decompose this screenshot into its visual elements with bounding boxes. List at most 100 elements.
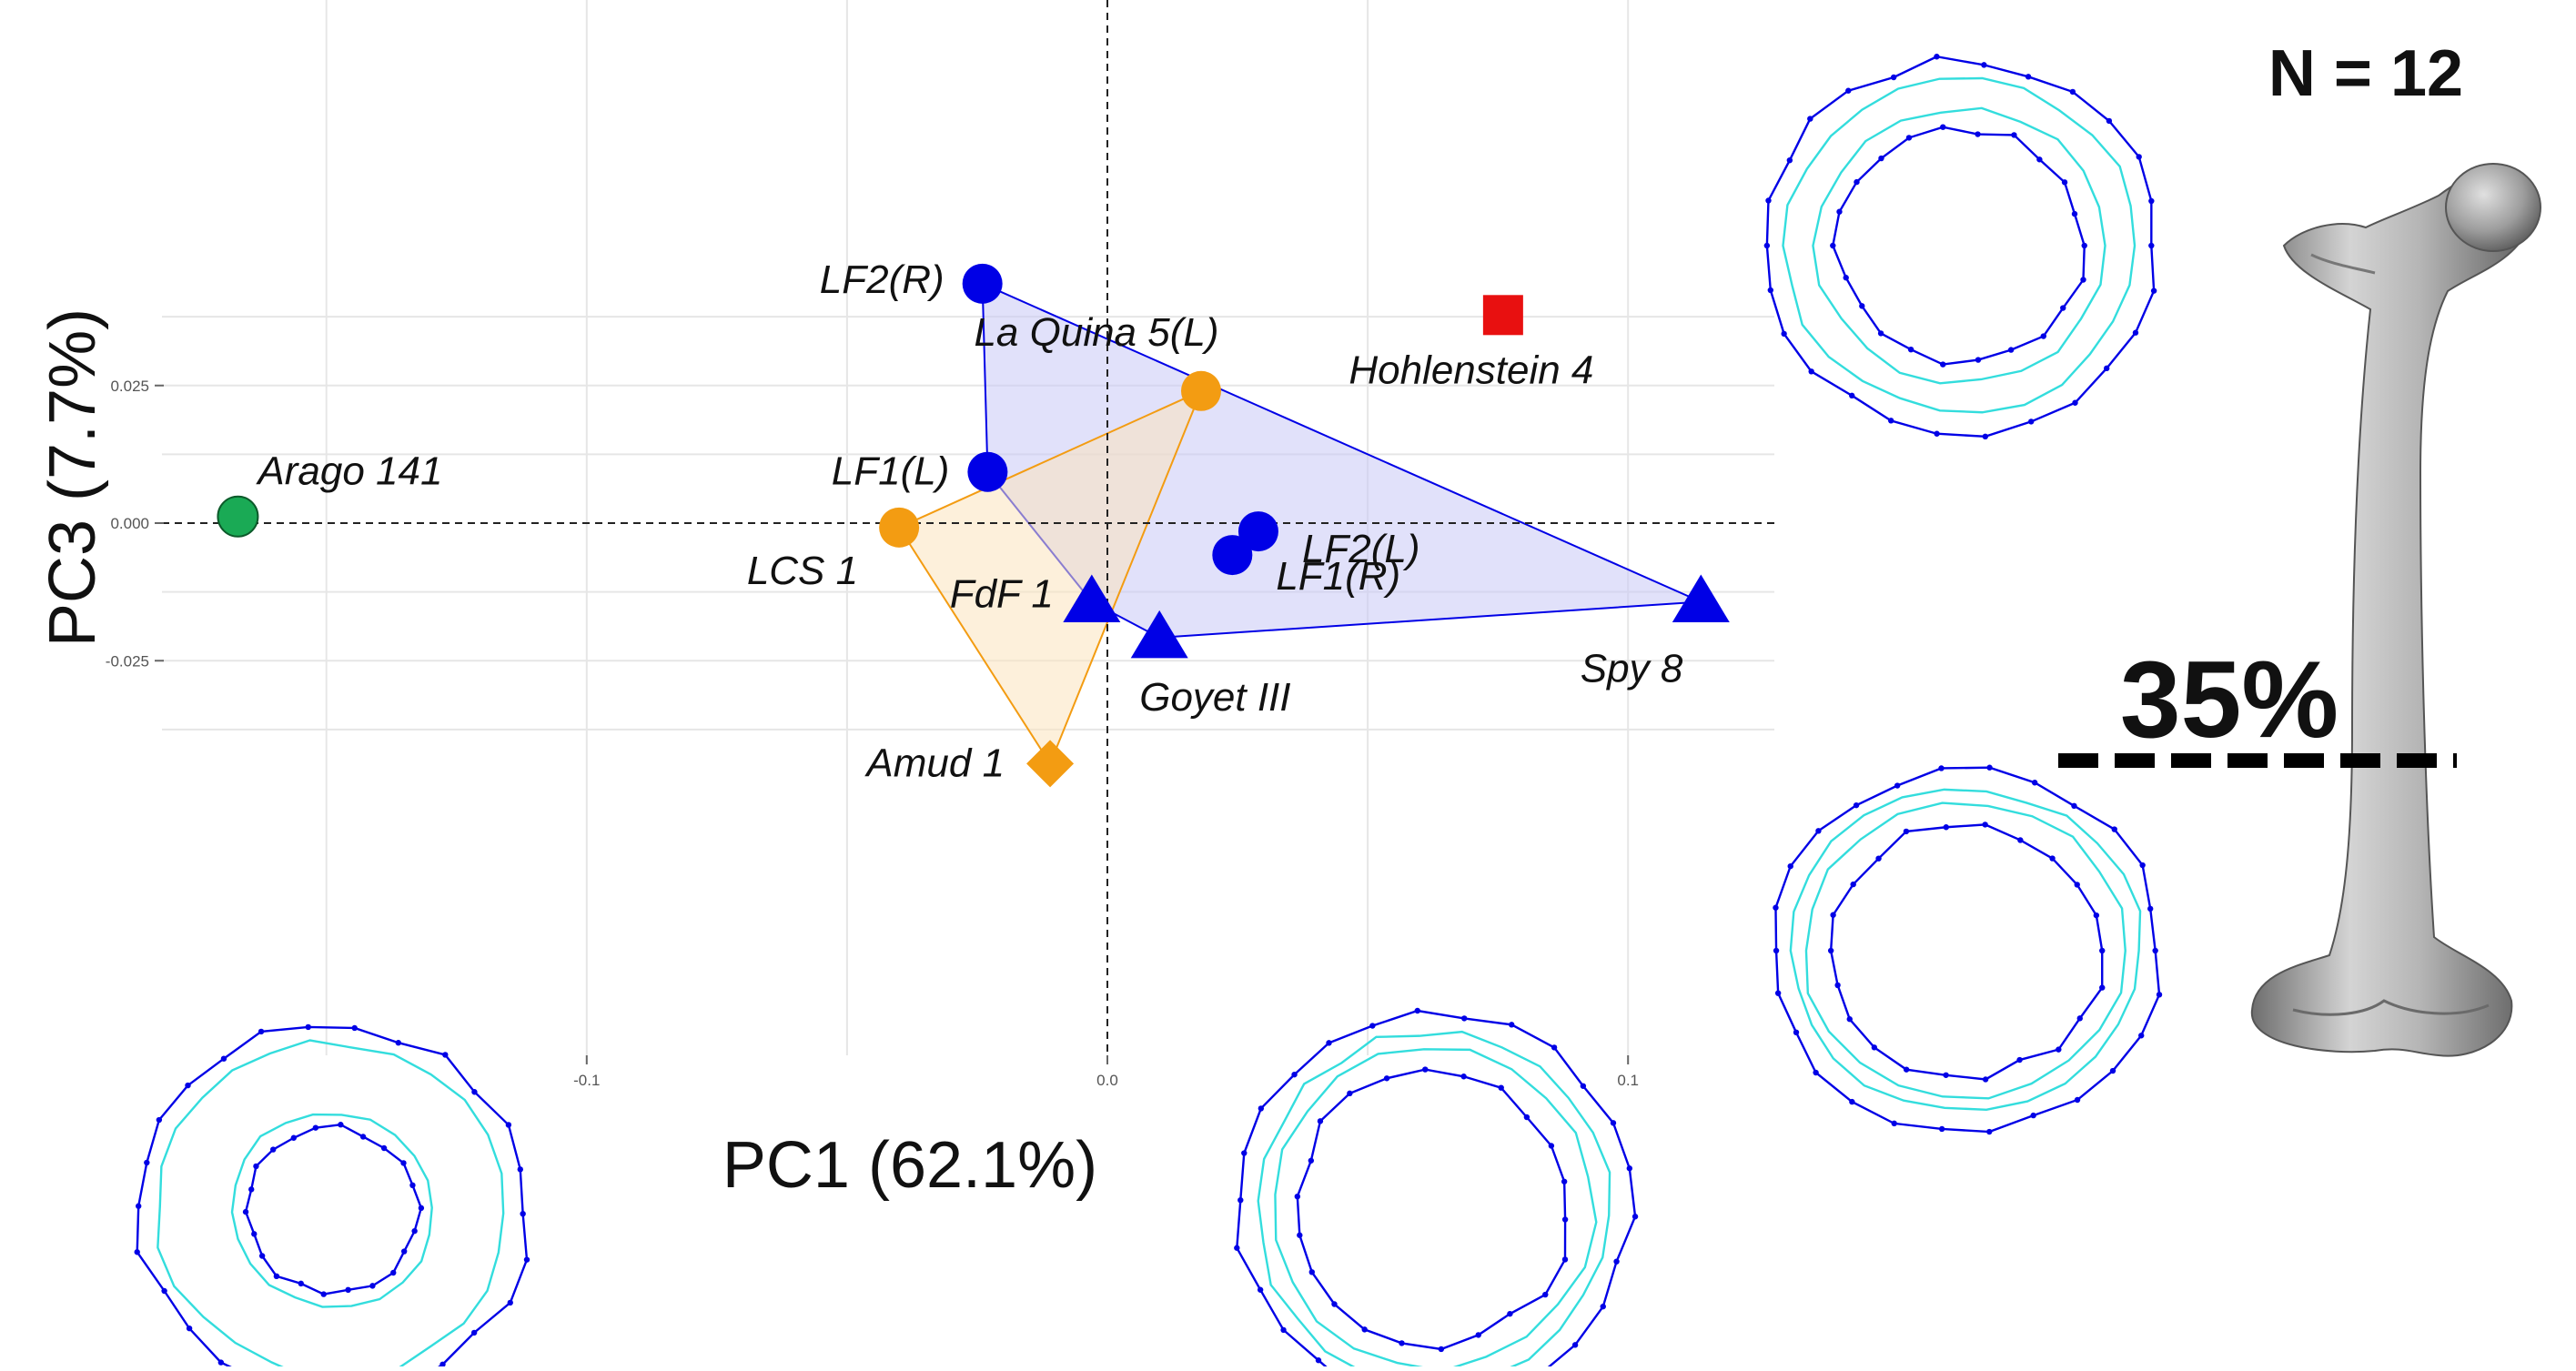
periosteal-outline-outer-landmark (1786, 156, 1793, 164)
endosteal-outline-inner-landmark (2099, 984, 2106, 991)
periosteal-outline-outer-landmark (2104, 365, 2110, 372)
periosteal-outline-outer-landmark (1934, 54, 1940, 60)
point-lcs-1 (879, 507, 920, 548)
point-label-lf2-r: LF2(R) (820, 257, 945, 302)
endosteal-outline-inner-landmark (2061, 179, 2068, 186)
periosteal-outline-outer-landmark (517, 1166, 523, 1173)
point-lf2-r (962, 263, 1003, 304)
endosteal-outline-inner-landmark (380, 1144, 388, 1152)
endosteal-outline-inner-landmark (369, 1283, 376, 1289)
endosteal-outline-inner-landmark (242, 1208, 249, 1215)
periosteal-outline-outer-landmark (1763, 242, 1771, 249)
periosteal-outline-outer-landmark (2111, 826, 2117, 832)
periosteal-outline-outer-landmark (439, 1361, 446, 1367)
endosteal-outline-inner-landmark (1859, 303, 1865, 309)
point-lf1-r (1212, 535, 1253, 576)
endosteal-outline-inner-landmark (409, 1182, 416, 1189)
periosteal-outline-outer-landmark (1793, 1029, 1800, 1036)
periosteal-outline-outer-landmark (1326, 1040, 1332, 1046)
endosteal-outline-inner-landmark (1361, 1326, 1368, 1333)
periosteal-outline-outer-landmark (1610, 1120, 1617, 1126)
periosteal-outline-outer-landmark (1237, 1196, 1244, 1204)
periosteal-outline-outer-landmark (186, 1325, 193, 1332)
point-label-lf2-l: LF2(L) (1302, 527, 1420, 571)
periosteal-outline-outer-landmark (2132, 329, 2139, 336)
endosteal-outline-inner-landmark (1830, 242, 1836, 249)
endosteal-outline-inner-landmark (390, 1269, 397, 1276)
periosteal-outline-outer-landmark (185, 1082, 191, 1089)
endosteal-outline-inner-landmark (2099, 947, 2106, 954)
periosteal-outline-outer (1765, 55, 2156, 439)
endosteal-outline-inner-landmark (1827, 947, 1834, 954)
periosteal-outline-outer-landmark (1613, 1258, 1620, 1265)
endosteal-outline-inner-landmark (1498, 1084, 1504, 1091)
section-level-label: 35% (2120, 639, 2339, 761)
endosteal-outline-inner-landmark (1836, 208, 1843, 215)
periosteal-outline-outer-landmark (1894, 782, 1901, 789)
periosteal-outline-outer-landmark (1626, 1165, 1633, 1172)
point-label-lf1-l: LF1(L) (832, 449, 950, 494)
periosteal-outline-outer-landmark (1986, 1128, 1993, 1135)
periosteal-outline-outer-landmark (1982, 433, 1989, 440)
endosteal-outline-inner-landmark (2040, 333, 2047, 339)
endosteal-outline-inner-landmark (2093, 912, 2100, 919)
periosteal-outline-outer-landmark (470, 1329, 478, 1336)
periosteal-outline-outer-landmark (1258, 1105, 1265, 1112)
group-hull-1 (897, 388, 1203, 766)
endosteal-outline-inner-landmark (411, 1227, 418, 1235)
endosteal-outline-inner-landmark (1422, 1066, 1429, 1073)
endosteal-outline-inner-landmark (1548, 1143, 1555, 1149)
periosteal-outline-inner (157, 1039, 505, 1371)
y-axis-title: PC3 (7.7%) (36, 308, 109, 647)
endosteal-outline-inner-landmark (2007, 347, 2015, 353)
sample-size-label: N = 12 (2268, 37, 2463, 110)
endosteal-outline-inner-landmark (298, 1280, 304, 1287)
group-hulls (897, 282, 1702, 766)
endosteal-outline-inner-landmark (1854, 178, 1860, 186)
y-tick-label: -0.025 (106, 652, 149, 670)
endosteal-outline-inner-landmark (1542, 1291, 1549, 1298)
endosteal-outline-inner-landmark (1460, 1074, 1467, 1080)
endosteal-outline-inner-landmark (1561, 1216, 1569, 1223)
endosteal-outline-inner-landmark (1846, 1016, 1853, 1023)
endosteal-outline-inner-landmark (2080, 277, 2086, 283)
endosteal-outline-inner-landmark (1475, 1332, 1481, 1338)
endosteal-outline-inner-landmark (1331, 1301, 1338, 1307)
endosteal-outline-inner-landmark (1907, 346, 1914, 353)
periosteal-outline-outer-landmark (1787, 862, 1793, 870)
periosteal-outline-outer-landmark (2136, 154, 2142, 160)
periosteal-outline-outer-landmark (2152, 947, 2158, 954)
endosteal-outline-inner-landmark (2036, 156, 2043, 163)
endosteal-outline-inner-landmark (251, 1231, 258, 1237)
periosteal-outline-outer-landmark (1571, 1342, 1579, 1348)
endosteal-outline-inner-landmark (1383, 1075, 1390, 1082)
endosteal-outline-inner-landmark (1975, 357, 1982, 363)
endosteal-outline-inner-landmark (1830, 912, 1836, 918)
periosteal-outline-outer-landmark (1765, 197, 1772, 204)
periosteal-outline-outer-landmark (1781, 330, 1787, 338)
cross-section-diagram-bottom-left (134, 1023, 530, 1371)
periosteal-outline-outer-landmark (1890, 74, 1897, 81)
endosteal-outline-inner-landmark (1294, 1193, 1301, 1200)
endosteal-outline-inner-landmark (290, 1134, 297, 1141)
endosteal-outline-inner-landmark (2049, 855, 2056, 862)
periosteal-outline-outer-landmark (1280, 1326, 1287, 1334)
periosteal-outline-outer-landmark (2031, 780, 2038, 786)
cross-section-diagram-bottom-middle (1234, 1007, 1639, 1371)
endosteal-outline-outer (1274, 1048, 1598, 1371)
periosteal-outline-outer-landmark (1234, 1245, 1240, 1251)
endosteal-outline-inner-landmark (1871, 1044, 1878, 1051)
endosteal-outline-inner-landmark (359, 1134, 367, 1140)
periosteal-outline-outer-landmark (1257, 1286, 1264, 1293)
endosteal-outline-inner-landmark (258, 1253, 266, 1259)
point-la-quina-5-l (1180, 370, 1221, 411)
periosteal-outline-outer-landmark (2156, 992, 2163, 998)
endosteal-outline-inner-landmark (400, 1160, 407, 1166)
periosteal-outline-outer-landmark (1849, 1098, 1855, 1105)
endosteal-outline-inner-landmark (1903, 828, 1910, 835)
periosteal-outline-outer-landmark (1631, 1214, 1639, 1220)
zero-reference-lines (162, 0, 1774, 1055)
endosteal-outline-inner-landmark (1905, 135, 1913, 141)
point-labels: LF2(R) LF1(L) LF2(L)LF1(R) FdF 1 Goyet III Sp… (255, 257, 1682, 786)
